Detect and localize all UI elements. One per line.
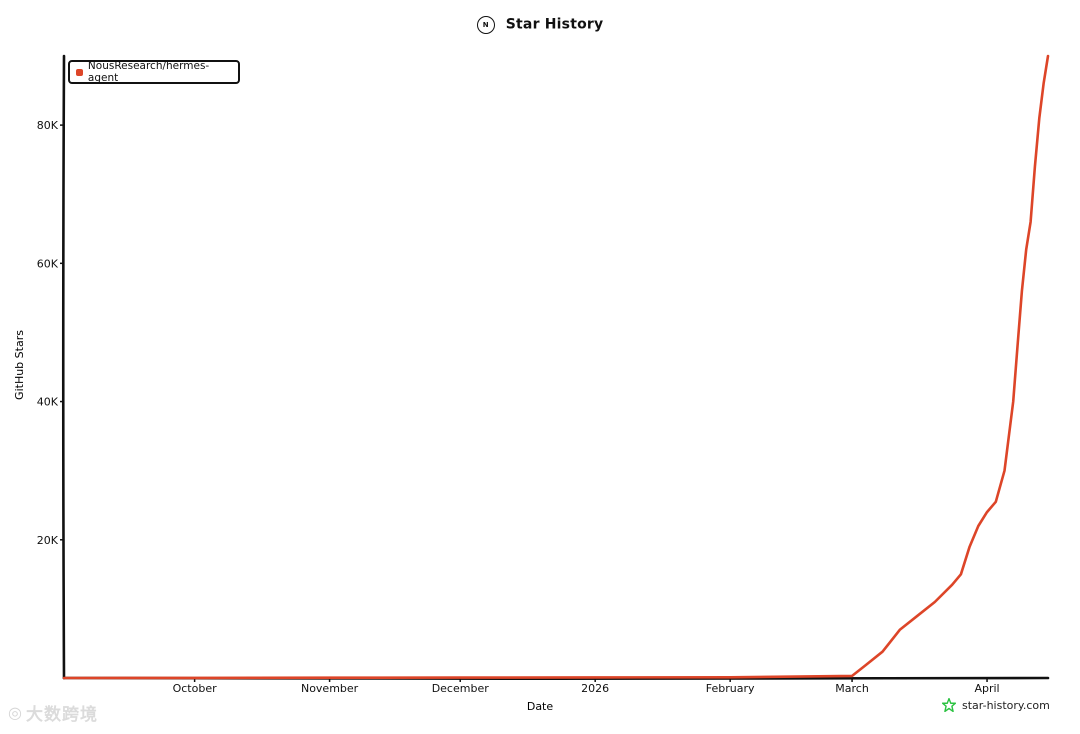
overlay-watermark-label: 大数跨境 [25,705,98,725]
series-lines [62,54,1050,680]
nous-logo-icon: N [476,15,495,34]
y-axis-line [61,54,66,680]
legend-swatch [76,68,83,76]
x-tick-label: December [432,682,490,695]
legend: NousResearch/hermes-agent [68,60,240,84]
legend-label: NousResearch/hermes-agent [87,60,210,84]
x-axis-ticks: October November December 2026 February March… [173,678,1000,695]
axes [61,54,1050,681]
y-tick-label: 20K [37,534,59,547]
x-tick-label: 2026 [581,682,609,695]
y-tick-label: 40K [37,396,59,409]
x-axis-label: Date [527,700,554,713]
watermark-label: star-history.com [962,698,1050,712]
x-tick-label: April [974,682,999,695]
star-history-watermark[interactable]: star-history.com [942,698,1050,712]
chart-title-wrap: N Star History [0,14,1080,34]
logo-icon: ◎ [8,703,22,722]
chart-title: Star History [505,16,604,33]
star-icon [942,698,956,712]
x-tick-label: March [835,682,869,695]
y-tick-label: 80K [37,119,59,132]
y-tick-label: 60K [37,257,59,270]
y-axis-label: GitHub Stars [13,330,26,400]
x-tick-label: February [706,682,755,695]
y-axis-ticks: 20K 40K 60K 80K [37,119,64,547]
x-tick-label: November [301,682,359,695]
series-line-hermes-agent [62,54,1050,680]
overlay-watermark: ◎ 大数跨境 [8,700,98,725]
x-tick-label: October [173,682,217,695]
